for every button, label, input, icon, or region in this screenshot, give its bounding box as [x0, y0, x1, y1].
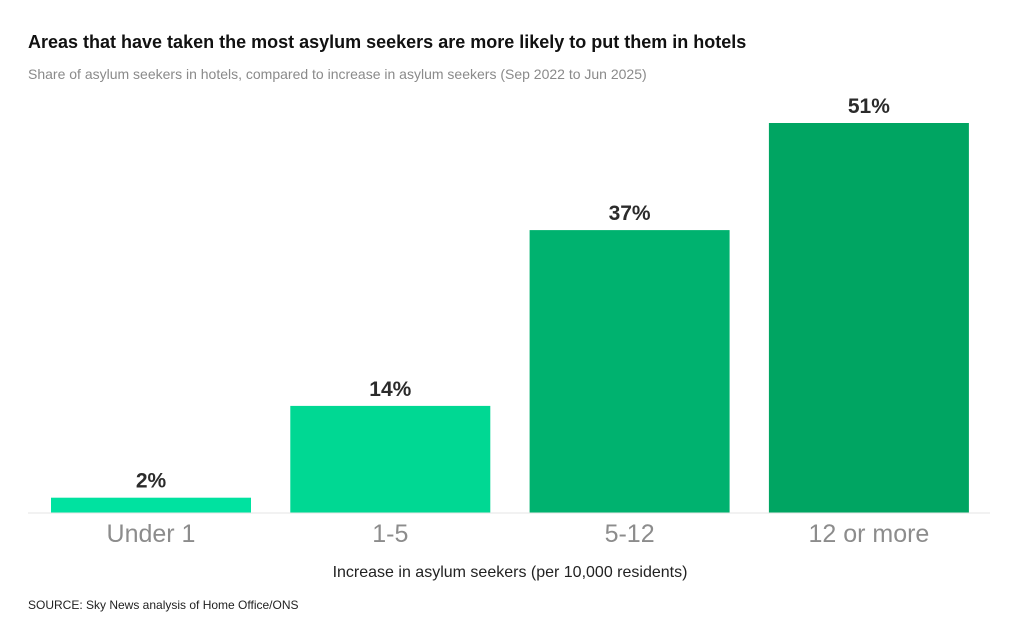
bar-12-or-more — [768, 123, 969, 513]
bar-1-5 — [290, 405, 491, 513]
x-tick-label: Under 1 — [107, 520, 196, 548]
chart-subtitle: Share of asylum seekers in hotels, compa… — [28, 66, 647, 82]
bar-5-12 — [529, 230, 730, 513]
x-tick-label: 12 or more — [808, 520, 929, 548]
value-labels-group: 2% 14% 37% 51% — [136, 95, 890, 493]
source-note: SOURCE: Sky News analysis of Home Office… — [28, 598, 299, 612]
x-tick-label: 5-12 — [605, 520, 655, 548]
x-axis-label: Increase in asylum seekers (per 10,000 r… — [332, 564, 688, 581]
value-label: 14% — [369, 378, 411, 401]
value-label: 37% — [609, 202, 651, 225]
tick-labels-group: Under 1 1-5 5-12 12 or more — [107, 520, 930, 548]
value-label: 2% — [136, 470, 167, 493]
value-label: 51% — [848, 95, 890, 118]
x-tick-label: 1-5 — [372, 520, 408, 548]
bar-under-1 — [51, 497, 251, 513]
bars-group — [51, 123, 969, 513]
chart-title: Areas that have taken the most asylum se… — [28, 32, 747, 52]
